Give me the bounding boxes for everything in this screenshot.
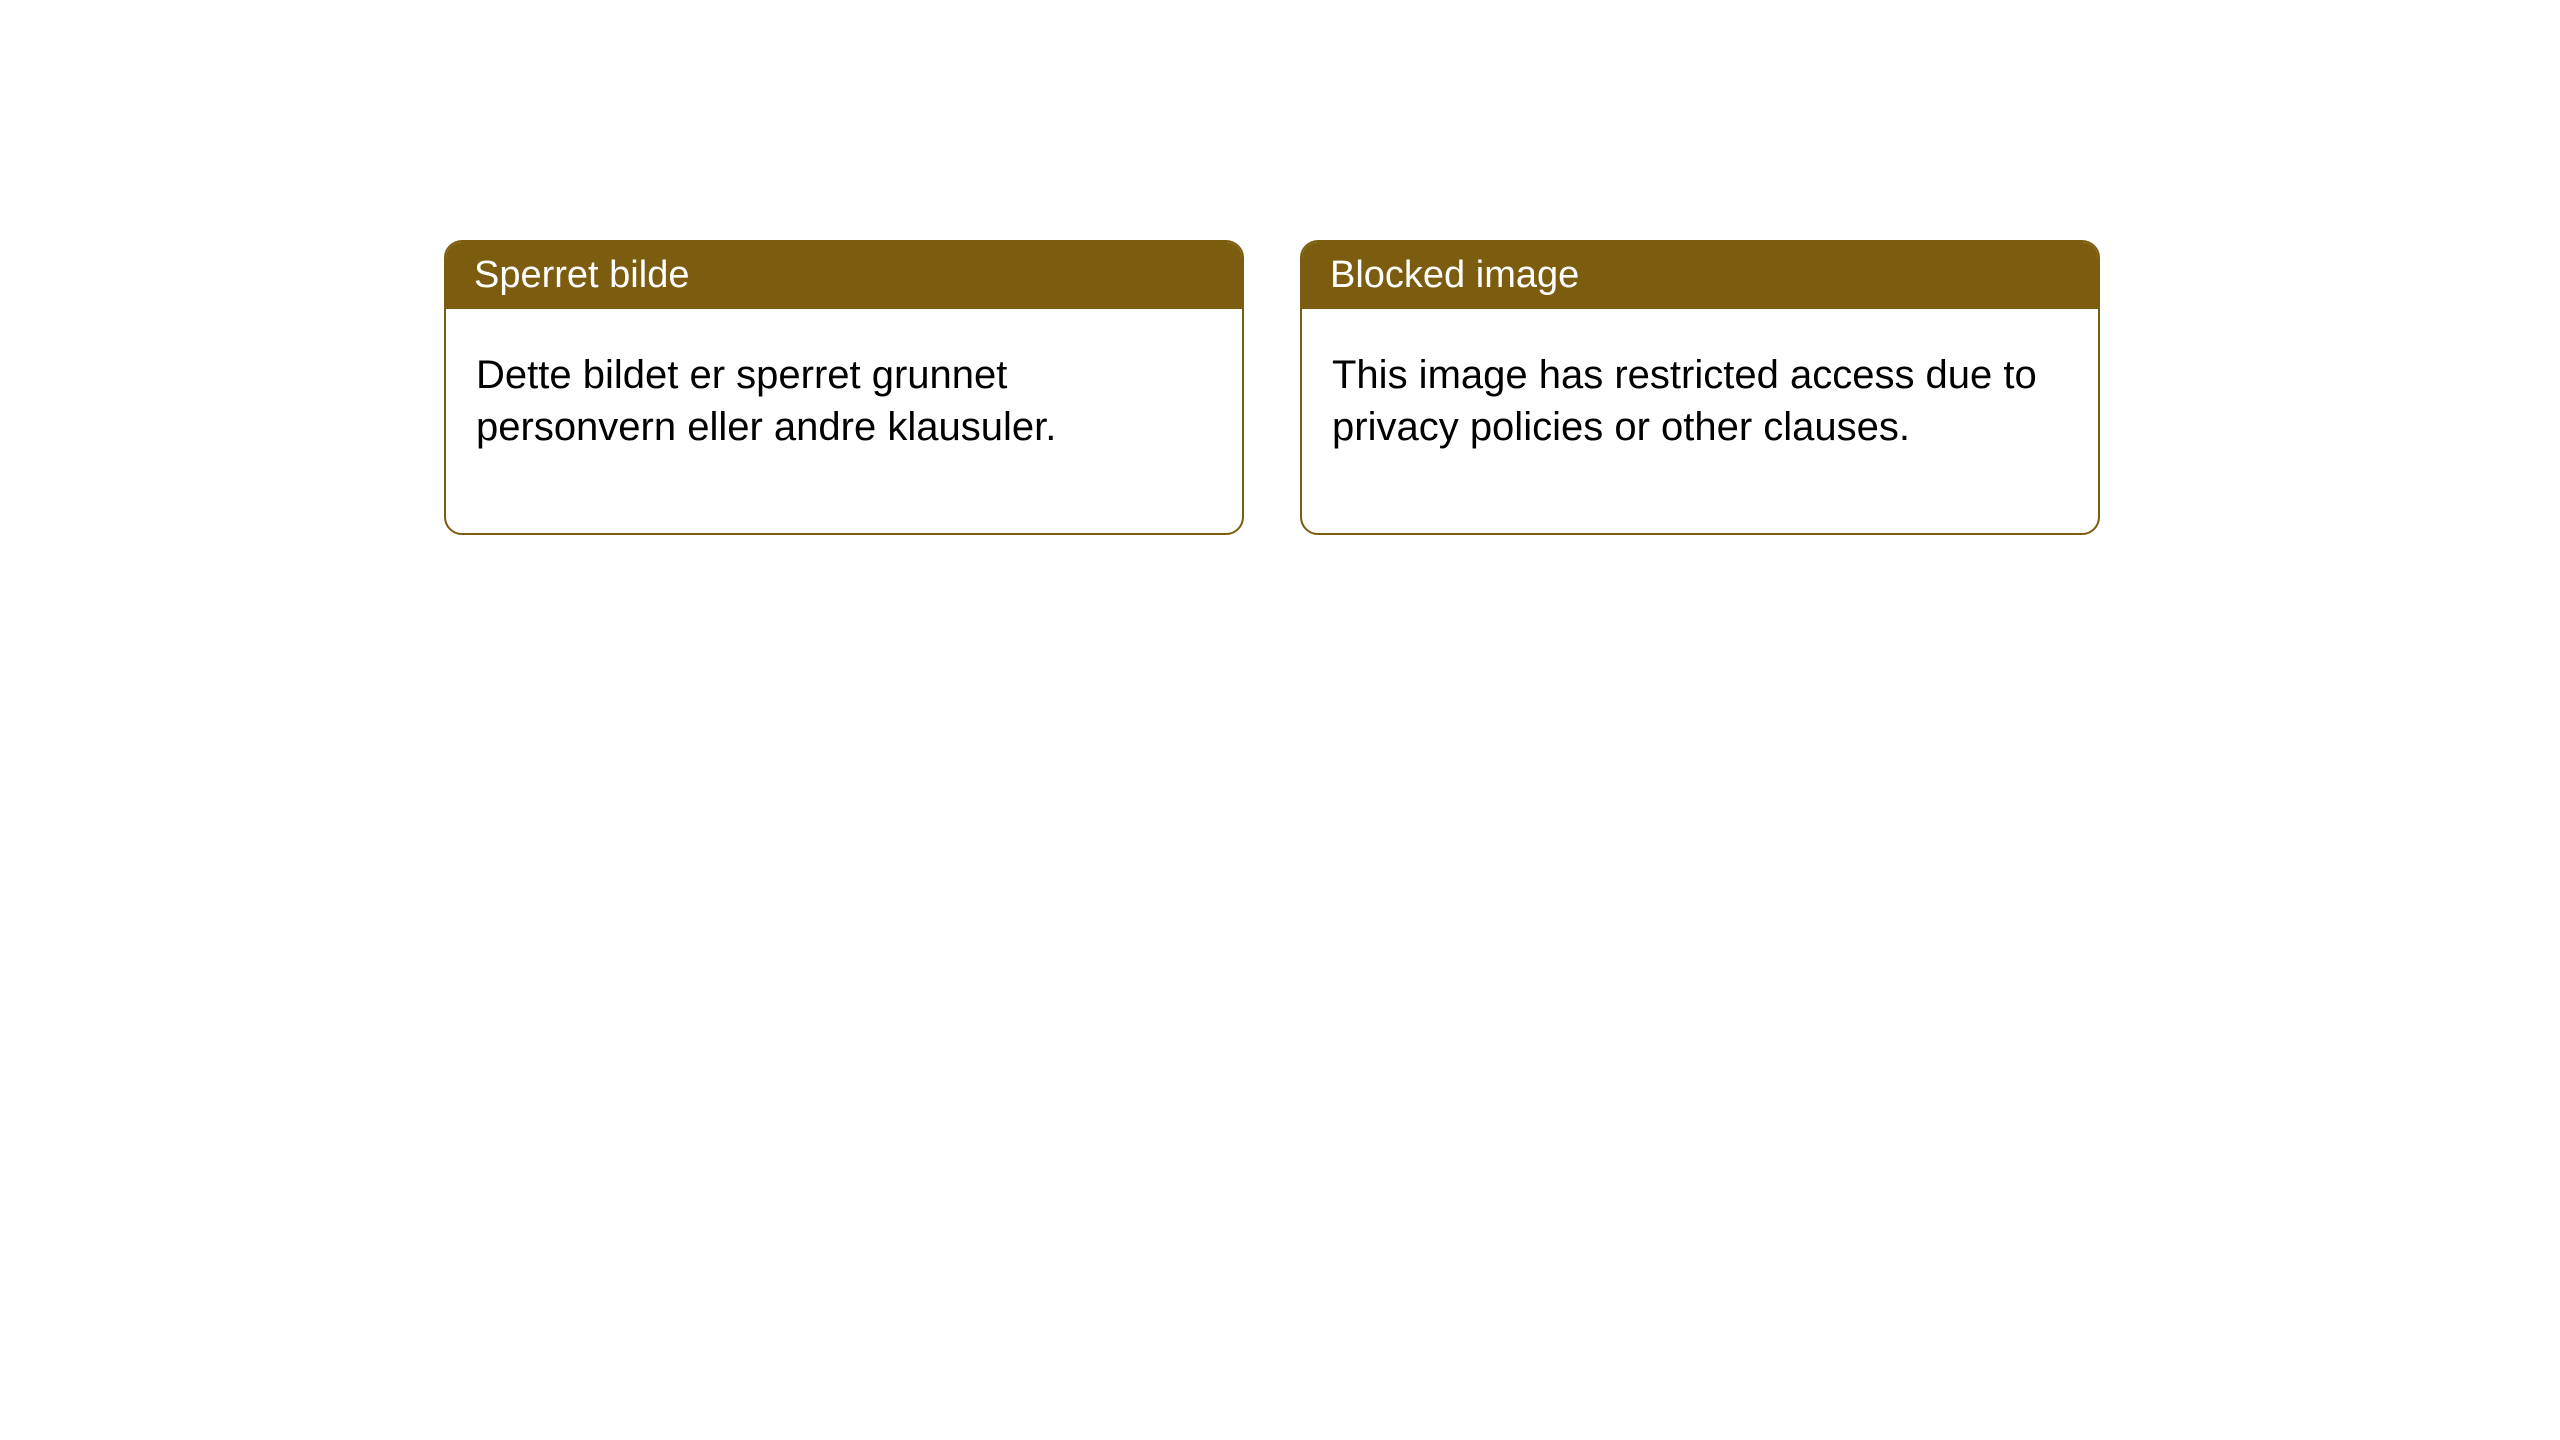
notice-body: This image has restricted access due to …	[1302, 309, 2098, 533]
notice-title: Sperret bilde	[474, 254, 689, 296]
notice-header: Blocked image	[1302, 242, 2098, 309]
notice-body-text: This image has restricted access due to …	[1332, 353, 2037, 449]
notice-title: Blocked image	[1330, 254, 1579, 296]
notice-body-text: Dette bildet er sperret grunnet personve…	[476, 353, 1056, 449]
notice-body: Dette bildet er sperret grunnet personve…	[446, 309, 1242, 533]
notice-card-english: Blocked image This image has restricted …	[1300, 240, 2100, 535]
notice-card-norwegian: Sperret bilde Dette bildet er sperret gr…	[444, 240, 1244, 535]
notice-header: Sperret bilde	[446, 242, 1242, 309]
notice-container: Sperret bilde Dette bildet er sperret gr…	[0, 0, 2560, 535]
